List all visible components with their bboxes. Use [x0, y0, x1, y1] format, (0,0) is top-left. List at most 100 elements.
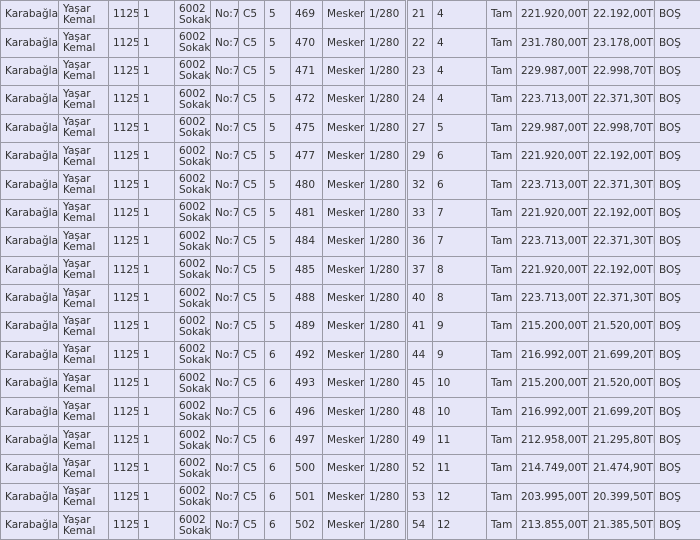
- cell-status: BOŞ: [654, 170, 700, 200]
- cell-door-no: No:7: [210, 283, 239, 314]
- cell-block: C5: [238, 511, 265, 540]
- cell-sokak: 6002 Sokak: [174, 283, 211, 314]
- cell-sokak: 6002 Sokak: [174, 369, 211, 399]
- cell-unit-no: 485: [290, 255, 323, 285]
- cell-land-share: 1/280: [364, 397, 408, 427]
- cell-status: BOŞ: [654, 56, 700, 87]
- cell-deposit: 22.998,70TL: [588, 56, 655, 87]
- cell-ownership: Tam: [486, 369, 517, 399]
- cell-unit-no: 469: [290, 0, 323, 30]
- cell-district: Karabağlar: [0, 255, 59, 285]
- cell-sokak: 6002 Sokak: [174, 141, 211, 172]
- cell-door-no: No:7: [210, 85, 239, 115]
- cell-type: Mesken: [322, 85, 365, 115]
- cell-district: Karabağlar: [0, 482, 59, 513]
- cell-door-no: No:7: [210, 28, 239, 58]
- cell-street: Yaşar Kemal: [58, 340, 109, 371]
- cell-deposit: 20.399,50TL: [588, 482, 655, 513]
- cell-ada: 11252: [108, 85, 139, 115]
- cell-door-no: No:7: [210, 340, 239, 371]
- cell-block: C5: [238, 454, 265, 484]
- cell-floor-group: 4: [432, 28, 487, 58]
- cell-sokak: 6002 Sokak: [174, 312, 211, 342]
- cell-independent-no: 45: [406, 369, 433, 399]
- cell-type: Mesken: [322, 397, 365, 427]
- cell-independent-no: 37: [406, 255, 433, 285]
- cell-ownership: Tam: [486, 425, 517, 456]
- cell-deposit: 21.699,20TL: [588, 340, 655, 371]
- cell-parsel: 1: [138, 198, 175, 229]
- cell-land-share: 1/280: [364, 454, 408, 484]
- cell-independent-no: 23: [406, 56, 433, 87]
- cell-floor-group: 12: [432, 511, 487, 540]
- cell-ada: 11252: [108, 283, 139, 314]
- cell-sokak: 6002 Sokak: [174, 511, 211, 540]
- cell-unit-no: 497: [290, 425, 323, 456]
- cell-independent-no: 22: [406, 28, 433, 58]
- cell-district: Karabağlar: [0, 170, 59, 200]
- cell-door-no: No:7: [210, 511, 239, 540]
- cell-unit-no: 470: [290, 28, 323, 58]
- cell-street: Yaşar Kemal: [58, 283, 109, 314]
- cell-block: C5: [238, 312, 265, 342]
- cell-independent-no: 44: [406, 340, 433, 371]
- cell-price: 229.987,00TL: [516, 56, 589, 87]
- cell-ownership: Tam: [486, 56, 517, 87]
- cell-deposit: 22.192,00TL: [588, 141, 655, 172]
- cell-floor: 5: [264, 312, 291, 342]
- cell-door-no: No:7: [210, 56, 239, 87]
- cell-status: BOŞ: [654, 0, 700, 30]
- cell-street: Yaşar Kemal: [58, 0, 109, 30]
- cell-land-share: 1/280: [364, 170, 408, 200]
- cell-parsel: 1: [138, 425, 175, 456]
- cell-ownership: Tam: [486, 85, 517, 115]
- cell-deposit: 21.520,00TL: [588, 369, 655, 399]
- cell-ada: 11252: [108, 227, 139, 257]
- cell-deposit: 21.385,50TL: [588, 511, 655, 540]
- cell-parsel: 1: [138, 85, 175, 115]
- cell-block: C5: [238, 340, 265, 371]
- cell-type: Mesken: [322, 56, 365, 87]
- cell-land-share: 1/280: [364, 425, 408, 456]
- cell-district: Karabağlar: [0, 227, 59, 257]
- cell-floor-group: 9: [432, 312, 487, 342]
- cell-type: Mesken: [322, 482, 365, 513]
- cell-floor: 5: [264, 113, 291, 143]
- cell-district: Karabağlar: [0, 113, 59, 143]
- cell-independent-no: 52: [406, 454, 433, 484]
- cell-type: Mesken: [322, 454, 365, 484]
- cell-status: BOŞ: [654, 312, 700, 342]
- cell-deposit: 21.474,90TL: [588, 454, 655, 484]
- cell-unit-no: 480: [290, 170, 323, 200]
- cell-ownership: Tam: [486, 312, 517, 342]
- cell-land-share: 1/280: [364, 198, 408, 229]
- cell-floor-group: 11: [432, 425, 487, 456]
- cell-independent-no: 53: [406, 482, 433, 513]
- cell-status: BOŞ: [654, 397, 700, 427]
- cell-independent-no: 40: [406, 283, 433, 314]
- cell-price: 231.780,00TL: [516, 28, 589, 58]
- cell-floor: 6: [264, 482, 291, 513]
- cell-door-no: No:7: [210, 369, 239, 399]
- cell-floor: 5: [264, 227, 291, 257]
- cell-status: BOŞ: [654, 369, 700, 399]
- cell-price: 214.749,00TL: [516, 454, 589, 484]
- cell-status: BOŞ: [654, 227, 700, 257]
- cell-floor: 6: [264, 397, 291, 427]
- cell-sokak: 6002 Sokak: [174, 425, 211, 456]
- cell-parsel: 1: [138, 283, 175, 314]
- cell-floor: 5: [264, 141, 291, 172]
- cell-land-share: 1/280: [364, 227, 408, 257]
- cell-parsel: 1: [138, 255, 175, 285]
- cell-status: BOŞ: [654, 85, 700, 115]
- cell-block: C5: [238, 255, 265, 285]
- cell-district: Karabağlar: [0, 425, 59, 456]
- cell-sokak: 6002 Sokak: [174, 170, 211, 200]
- cell-type: Mesken: [322, 312, 365, 342]
